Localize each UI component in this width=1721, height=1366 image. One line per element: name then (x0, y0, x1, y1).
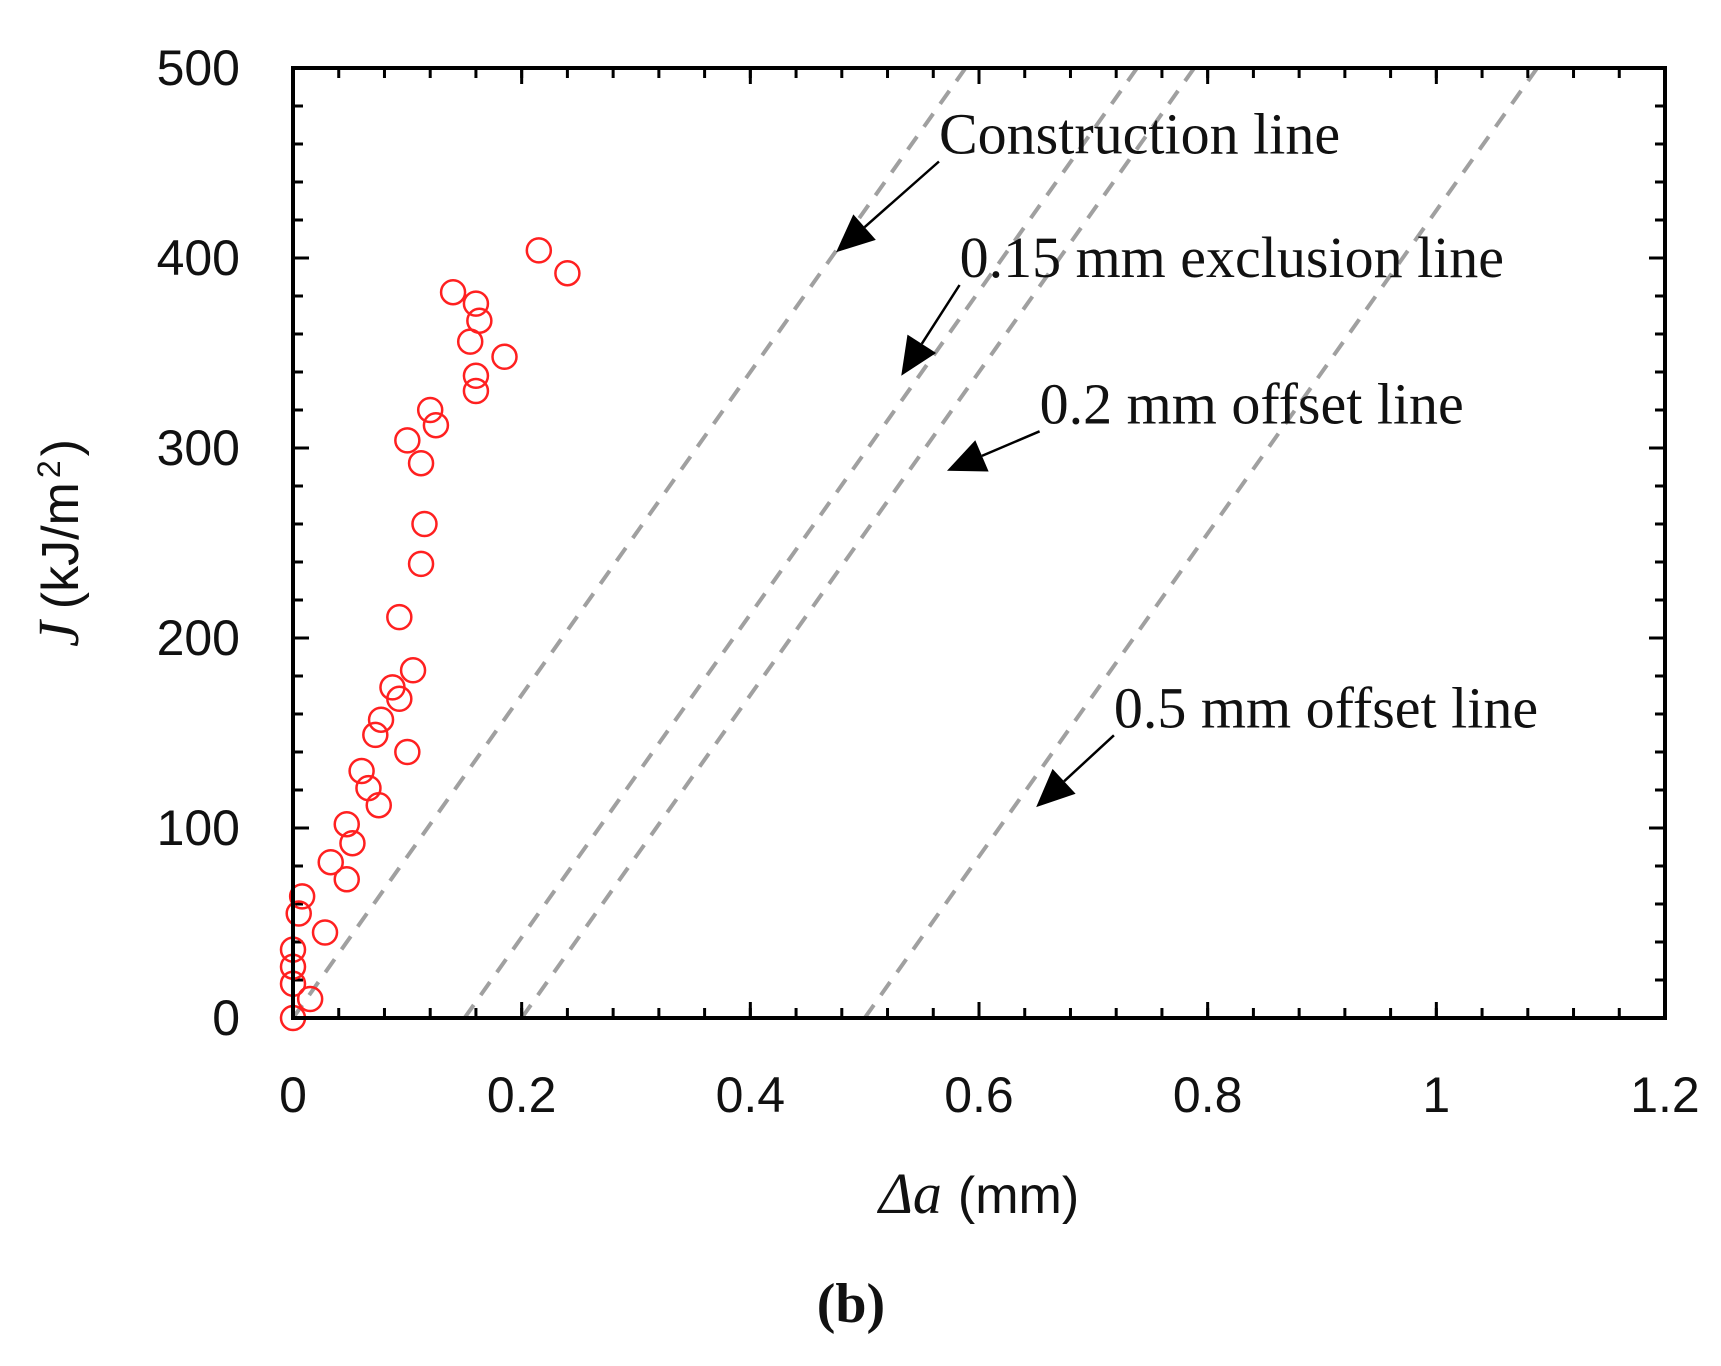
data-point-37 (554, 259, 581, 287)
y-tick-label-3: 200 (157, 610, 240, 666)
x-axis-title: Δa (mm) (877, 1161, 1079, 1226)
data-point-25 (407, 449, 435, 477)
y-axis-symbol: J (26, 618, 91, 647)
y-tick-label-4: 300 (157, 420, 240, 476)
x-tick-label-5: 0.8 (1173, 1067, 1243, 1123)
y-tick-label-5: 400 (157, 230, 240, 286)
y-tick-labels: 0 100 200 300 400 500 (157, 40, 240, 1046)
y-axis-unit: (kJ/m (32, 482, 90, 609)
annotation-arrowhead-3 (946, 440, 989, 472)
y-tick-label-6: 500 (157, 40, 240, 96)
data-point-13 (348, 757, 375, 785)
data-point-9 (317, 848, 344, 876)
y-tick-label-1: 0 (212, 990, 240, 1046)
data-point-24 (411, 510, 438, 538)
y-tick-label-2: 100 (157, 800, 240, 856)
x-tick-label-4: 0.6 (944, 1067, 1014, 1123)
data-point-22 (386, 603, 413, 631)
data-point-29 (439, 278, 467, 306)
annotation-arrow-line-4 (1063, 734, 1115, 783)
data-point-33 (462, 362, 490, 390)
y-axis-title: J (kJ/m 2 ) (26, 439, 91, 647)
annotation-arrowhead-2 (901, 334, 937, 376)
annotations: Construction line 0.15 mm exclusion line 0… (836, 102, 1538, 808)
annotation-arrowhead-1 (836, 214, 876, 253)
x-axis-unit: (mm) (958, 1167, 1079, 1225)
x-tick-label-1: 0 (279, 1067, 307, 1123)
data-point-28 (416, 396, 444, 424)
annotation-label-1: Construction line (939, 102, 1340, 167)
data-point-36 (525, 237, 553, 264)
y-axis-unit-close: ) (32, 439, 90, 456)
data-point-12 (339, 829, 366, 857)
data-point-10 (333, 866, 360, 893)
data-point-23 (407, 550, 435, 578)
annotation-label-2: 0.15 mm exclusion line (960, 225, 1505, 290)
data-point-20 (394, 738, 421, 766)
figure-caption: (b) (817, 1273, 885, 1335)
data-point-8 (311, 919, 339, 946)
annotation-arrowhead-4 (1036, 768, 1076, 808)
x-tick-label-3: 0.4 (716, 1067, 786, 1123)
data-points (279, 237, 581, 1032)
annotation-label-3: 0.2 mm offset line (1040, 371, 1464, 436)
y-axis-unit-superscript: 2 (31, 460, 67, 478)
x-tick-label-6: 1 (1422, 1067, 1450, 1123)
data-point-35 (491, 343, 518, 371)
data-point-16 (362, 721, 389, 749)
x-tick-label-2: 0.2 (487, 1067, 557, 1123)
data-point-5 (296, 985, 324, 1013)
data-point-31 (462, 290, 490, 317)
annotation-arrow-line-3 (981, 430, 1041, 458)
data-point-6 (285, 900, 312, 927)
data-point-21 (399, 657, 427, 684)
data-point-19 (386, 685, 413, 713)
data-point-34 (462, 377, 490, 405)
data-point-7 (288, 883, 316, 910)
x-axis-symbol: Δa (877, 1161, 942, 1226)
annotation-arrow-line-2 (920, 284, 961, 345)
annotation-arrow-line-1 (863, 160, 940, 229)
x-tick-labels: 0 0.2 0.4 0.6 0.8 1 1.2 (279, 1067, 1700, 1123)
plot-background (293, 68, 1665, 1018)
data-point-11 (333, 810, 360, 838)
data-point-26 (394, 427, 421, 454)
data-point-15 (365, 791, 392, 819)
x-tick-label-7: 1.2 (1630, 1067, 1700, 1123)
data-point-32 (466, 307, 493, 334)
data-point-27 (422, 411, 450, 439)
annotation-label-4: 0.5 mm offset line (1114, 675, 1538, 740)
data-point-17 (367, 706, 395, 733)
plot-frame (291, 66, 1667, 1020)
